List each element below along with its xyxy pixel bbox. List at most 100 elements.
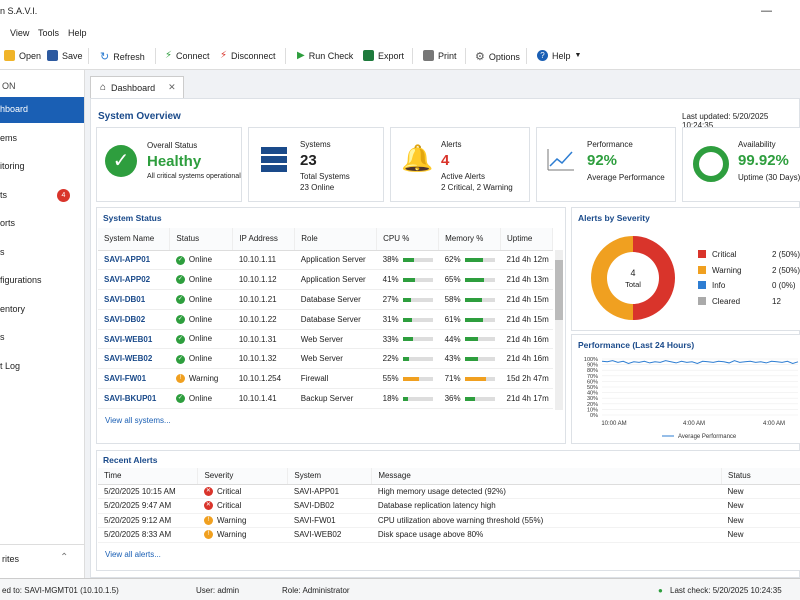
column-header[interactable]: Message [371,468,723,485]
check-circle-icon: ✓ [175,255,185,265]
column-header[interactable]: Uptime [500,228,553,251]
y-tick-label: 70% [587,374,598,380]
ip-address: 10.10.1.21 [232,289,295,310]
run-check-button[interactable]: ▶ Run Check [297,50,354,61]
sidebar-item-event-log[interactable]: t Log [0,361,21,371]
status-cell: ✓ Online [169,309,233,330]
system-name[interactable]: SAVI-APP01 [98,250,170,271]
column-header[interactable]: CPU % [376,228,440,251]
table-row[interactable]: SAVI-APP02 ✓ Online 10.10.1.12 Application S… [98,269,553,291]
sidebar-item-configurations[interactable]: figurations [0,275,42,285]
options-button[interactable]: ⚙ Options [475,51,520,63]
series-line [601,360,799,365]
cpu-bar [402,377,433,382]
table-row[interactable]: 5/20/2025 9:47 AM ✕ Critical SAVI-DB02 Datab… [98,498,800,514]
cpu-cell: 31% [376,309,439,330]
series-legend-label: Average Performance [678,434,737,440]
column-header[interactable]: System Name [98,228,171,251]
alert-status: New [721,484,800,499]
column-header[interactable]: System [287,468,373,485]
system-name[interactable]: SAVI-FW01 [98,368,170,390]
memory-cell: 62% [438,250,501,271]
sidebar-item-alerts[interactable]: ts 4 [0,183,84,209]
connect-button[interactable]: ⚡ Connect [165,50,210,61]
tab-dashboard[interactable]: ⌂ Dashboard ✕ [90,76,184,98]
legend-item: Cleared 12 [698,296,800,313]
alert-system: SAVI-WEB02 [287,527,372,543]
view-all-systems-link[interactable]: View all systems... [105,416,171,425]
menu-help[interactable]: Help [68,28,87,38]
print-button[interactable]: Print [423,50,457,61]
refresh-button[interactable]: ↻ Refresh [100,51,145,63]
sidebar-item-monitoring[interactable]: itoring [0,161,25,171]
status-cell: ✓ Online [169,250,233,271]
system-name[interactable]: SAVI-DB01 [98,289,170,310]
toolbar: Open Save ↻ Refresh ⚡ Connect ⚡ Disconnect … [0,42,800,70]
alerts-value: 4 [441,152,450,169]
table-row[interactable]: SAVI-DB02 ✓ Online 10.10.1.22 Database Serve… [98,309,553,330]
favorites-section[interactable]: rites ⌃ [0,544,84,574]
role: Web Server [294,329,377,350]
open-button[interactable]: Open [4,50,41,61]
cpu-bar [402,357,433,362]
table-row[interactable]: SAVI-DB01 ✓ Online 10.10.1.21 Database Serve… [98,289,553,310]
column-header[interactable]: Status [721,468,800,485]
connection-status: ed to: SAVI-MGMT01 (10.10.1.5) [2,586,119,595]
cpu-bar [402,258,433,263]
table-row[interactable]: SAVI-APP01 ✓ Online 10.10.1.11 Application S… [98,250,553,271]
system-name[interactable]: SAVI-BKUP01 [98,388,170,409]
card-overall-status: ✓ Overall Status Healthy All critical sy… [96,127,242,202]
table-row[interactable]: SAVI-FW01! Warning 10.10.1.254 Firewall 55% 7… [98,368,553,390]
check-circle-icon: ● [658,586,663,595]
system-name[interactable]: SAVI-WEB01 [98,329,170,350]
export-button[interactable]: Export [363,50,404,61]
sidebar-item-reports[interactable]: orts [0,218,16,228]
table-row[interactable]: SAVI-WEB02 ✓ Online 10.10.1.32 Web Server 22%… [98,348,553,370]
table-row[interactable]: SAVI-BKUP01 ✓ Online 10.10.1.41 Backup Serve… [98,388,553,409]
sidebar-item-logs[interactable]: s [0,332,5,342]
excel-icon [363,50,374,61]
memory-cell: 44% [438,329,501,350]
menu-view[interactable]: View [10,28,30,38]
table-row[interactable]: 5/20/2025 10:15 AM ✕ Critical SAVI-APP01 Hig… [98,484,800,499]
alert-time: 5/20/2025 8:33 AM [98,527,198,543]
system-name[interactable]: SAVI-WEB02 [98,348,170,370]
legend-item: Warning 2 (50%) [698,265,800,282]
systems-value: 23 [300,152,317,169]
help-button[interactable]: ? Help ▼ [537,50,581,61]
menu-tools[interactable]: Tools [38,28,60,38]
sidebar-item-inventory[interactable]: entory [0,304,26,314]
system-name[interactable]: SAVI-DB02 [98,309,170,330]
column-header[interactable]: Time [98,468,199,485]
table-row[interactable]: 5/20/2025 8:33 AM! Warning SAVI-WEB02 Disk … [98,527,800,543]
column-header[interactable]: IP Address [232,228,296,251]
minimize-icon[interactable]: — [761,5,772,17]
disconnect-button[interactable]: ⚡ Disconnect [220,50,276,61]
scrollbar[interactable] [555,250,563,410]
y-tick-label: 0% [590,413,598,419]
performance-panel: Performance (Last 24 Hours) 100% 90% 80% 70… [571,334,800,444]
cpu-cell: 27% [376,289,439,310]
legend-item: Critical 2 (50%) [698,250,800,266]
close-icon[interactable]: ✕ [168,82,176,92]
alert-system: SAVI-DB02 [287,498,372,514]
table-row[interactable]: 5/20/2025 9:12 AM! Warning SAVI-FW01 CPU ut… [98,513,800,528]
status-cell: ✓ Online [169,269,233,291]
sidebar-item-dashboard[interactable]: hboard [0,97,84,123]
column-header[interactable]: Severity [197,468,289,485]
column-header[interactable]: Memory % [438,228,502,251]
column-header[interactable]: Role [294,228,378,251]
sidebar-item-users[interactable]: s [0,247,5,257]
uptime: 15d 2h 47m [500,368,553,390]
column-header[interactable]: Status [169,228,234,251]
save-button[interactable]: Save [47,50,83,61]
view-all-alerts-link[interactable]: View all alerts... [105,550,161,559]
donut-total: 4 [630,268,636,278]
warning-icon: ! [203,515,213,525]
title-bar: n S.A.V.I. — [0,0,800,24]
active-alerts-label: Active Alerts [441,172,486,181]
sidebar-item-systems[interactable]: ems [0,133,18,143]
systems-total-label: Total Systems [300,172,350,181]
system-name[interactable]: SAVI-APP02 [98,269,170,291]
table-row[interactable]: SAVI-WEB01 ✓ Online 10.10.1.31 Web Server 33%… [98,329,553,350]
